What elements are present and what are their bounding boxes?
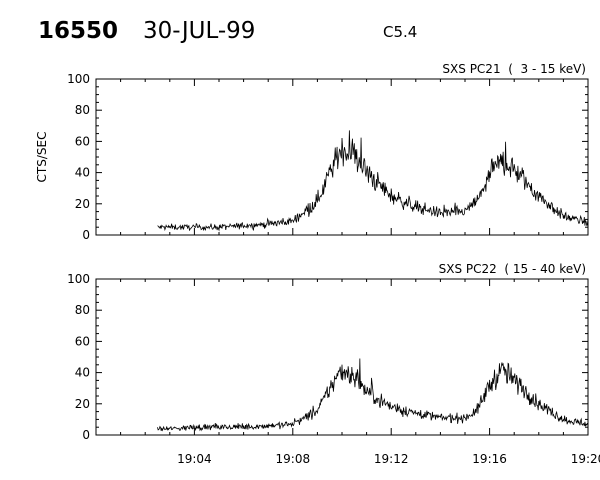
plot-frame — [95, 278, 589, 436]
y-tick-label: 20 — [75, 397, 90, 411]
y-tick-label: 100 — [67, 72, 90, 86]
x-tick-label: 19:20 — [571, 452, 600, 466]
x-tick-label: 19:12 — [374, 452, 409, 466]
y-axis-label: CTS/SEC — [35, 132, 49, 183]
x-tick-label: 19:04 — [177, 452, 212, 466]
y-tick-label: 60 — [75, 334, 90, 348]
panel-title: SXS PC22 ( 15 - 40 keV) — [439, 262, 586, 276]
y-tick-label: 80 — [75, 303, 90, 317]
plot-frame — [95, 78, 589, 236]
event-id: 16550 — [38, 18, 118, 44]
panel-title: SXS PC21 ( 3 - 15 keV) — [442, 62, 586, 76]
chart-panel-pc22: SXS PC22 ( 15 - 40 keV) 0 20 40 60 80 100 19:04… — [67, 262, 600, 466]
y-tick-label: 40 — [75, 366, 90, 380]
x-tick-label: 19:08 — [276, 452, 311, 466]
y-tick-label: 20 — [75, 197, 90, 211]
y-tick-label: 0 — [82, 228, 90, 242]
chart-panel-pc21: SXS PC21 ( 3 - 15 keV) 0 20 40 60 80 100 CTS/SE… — [35, 62, 589, 242]
y-tick-label: 60 — [75, 134, 90, 148]
y-tick-label: 40 — [75, 166, 90, 180]
y-tick-label: 80 — [75, 103, 90, 117]
y-tick-label: 100 — [67, 272, 90, 286]
y-tick-label: 0 — [82, 428, 90, 442]
event-date: 30-JUL-99 — [143, 18, 255, 44]
x-tick-label: 19:16 — [472, 452, 507, 466]
flare-class: C5.4 — [383, 23, 417, 41]
series-line — [157, 358, 589, 432]
series-line — [157, 130, 589, 232]
